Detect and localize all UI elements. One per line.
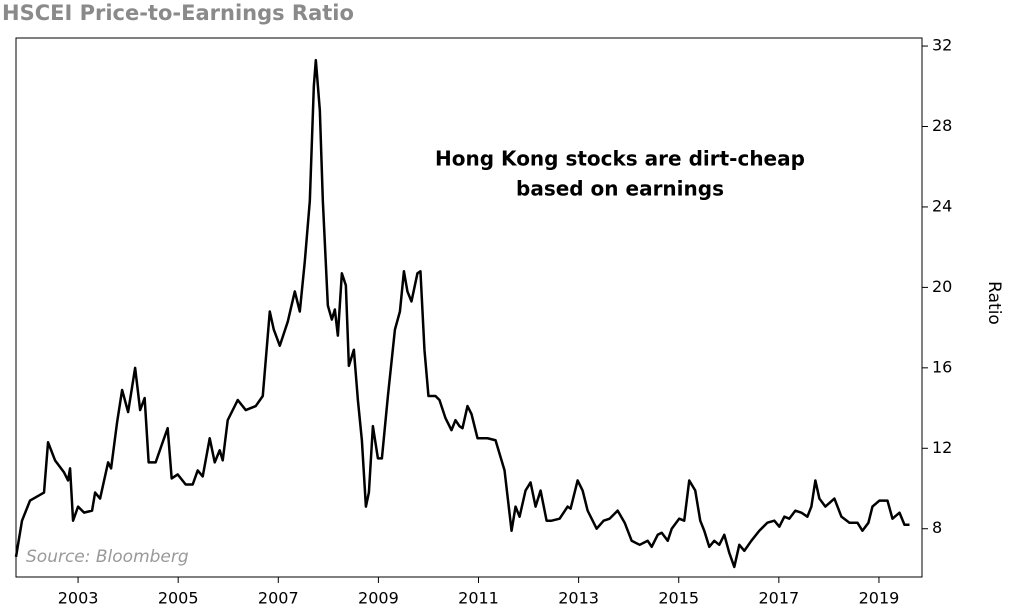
y-tick-label: 8 bbox=[932, 518, 942, 537]
x-tick-label: 2003 bbox=[58, 589, 99, 608]
chart-title: HSCEI Price-to-Earnings Ratio bbox=[2, 1, 354, 25]
x-tick-label: 2013 bbox=[558, 589, 599, 608]
y-tick-label: 20 bbox=[932, 277, 952, 296]
y-tick-label: 32 bbox=[932, 36, 952, 55]
plot-frame bbox=[15, 37, 923, 578]
data-line bbox=[14, 58, 910, 569]
source-note: Source: Bloomberg bbox=[26, 547, 189, 567]
annotation: Hong Kong stocks are dirt-cheap bbox=[435, 147, 805, 171]
x-tick-label: 2019 bbox=[859, 589, 900, 608]
x-tick-label: 2015 bbox=[658, 589, 699, 608]
x-tick-label: 2017 bbox=[758, 589, 799, 608]
x-tick-label: 2005 bbox=[158, 589, 199, 608]
x-tick-label: 2009 bbox=[358, 589, 399, 608]
y-tick-label: 16 bbox=[932, 357, 952, 376]
x-tick-label: 2011 bbox=[458, 589, 499, 608]
x-tick-label: 2007 bbox=[258, 589, 299, 608]
annotation: based on earnings bbox=[516, 177, 724, 201]
y-tick-label: 12 bbox=[932, 438, 952, 457]
y-tick-label: 28 bbox=[932, 116, 952, 135]
y-tick-label: 24 bbox=[932, 196, 952, 215]
y-axis-label: Ratio bbox=[984, 281, 1004, 325]
